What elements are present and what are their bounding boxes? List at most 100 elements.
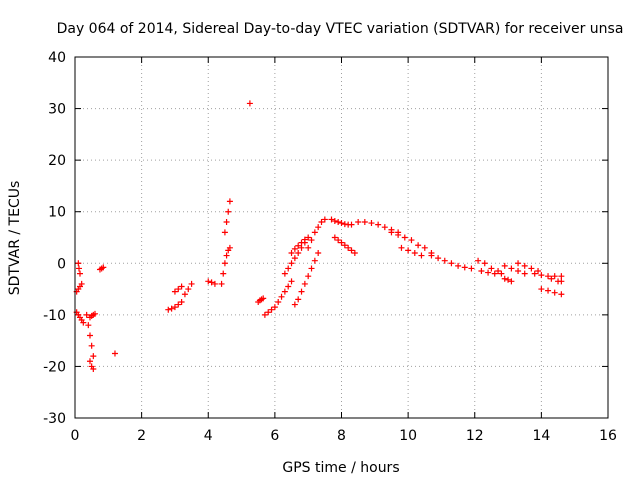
data-point — [368, 220, 375, 227]
data-point — [111, 350, 118, 357]
data-point — [505, 276, 512, 283]
series-arc-7 — [96, 264, 107, 273]
data-point — [221, 229, 228, 236]
data-point — [223, 252, 230, 259]
data-point — [501, 275, 508, 282]
series-arc-11 — [181, 280, 195, 298]
data-point — [75, 265, 82, 272]
series-arc-20 — [281, 239, 308, 277]
data-point — [521, 262, 528, 269]
data-point — [91, 310, 98, 317]
series-arc-4 — [83, 311, 97, 360]
y-tick-label: -30 — [43, 411, 66, 427]
data-point — [85, 322, 92, 329]
data-point — [491, 270, 498, 277]
series-arc-30 — [478, 268, 505, 277]
data-point — [281, 288, 288, 295]
data-point — [395, 231, 402, 238]
data-point — [355, 219, 362, 226]
data-point — [558, 291, 565, 298]
data-point — [246, 100, 253, 107]
data-point — [178, 283, 185, 290]
data-point — [278, 293, 285, 300]
data-point — [468, 265, 475, 272]
plot-frame — [74, 56, 609, 419]
data-point — [90, 353, 97, 360]
data-point — [361, 219, 368, 226]
data-point — [301, 280, 308, 287]
y-tick-label: 20 — [48, 153, 66, 169]
data-point — [485, 269, 492, 276]
data-point — [348, 247, 355, 254]
data-point — [428, 252, 435, 259]
data-point — [165, 306, 172, 313]
data-point — [411, 249, 418, 256]
data-point — [441, 257, 448, 264]
series-arc-9 — [165, 298, 185, 313]
data-point — [545, 287, 552, 294]
data-point — [435, 255, 442, 262]
data-point — [375, 221, 382, 228]
data-point — [208, 279, 215, 286]
data-point — [418, 252, 425, 259]
data-point — [335, 219, 342, 226]
series-arc-27 — [398, 244, 425, 259]
data-point — [226, 198, 233, 205]
data-point — [285, 265, 292, 272]
data-point — [551, 273, 558, 280]
data-point — [291, 301, 298, 308]
data-point — [291, 245, 298, 252]
data-point — [268, 306, 275, 313]
series-arc-32 — [501, 262, 528, 277]
series-arc-36 — [548, 275, 565, 285]
series-arc-23 — [328, 216, 355, 228]
data-point — [291, 255, 298, 262]
data-point — [226, 244, 233, 251]
x-tick-label: 8 — [337, 428, 346, 444]
data-point — [298, 288, 305, 295]
series-arc-35 — [538, 286, 565, 298]
y-tick-label: -20 — [43, 359, 66, 375]
chart-title: Day 064 of 2014, Sidereal Day-to-day VTE… — [57, 21, 624, 37]
data-point — [90, 366, 97, 373]
data-point — [305, 273, 312, 280]
data-point — [260, 295, 267, 302]
data-point — [88, 342, 95, 349]
data-point — [171, 288, 178, 295]
data-point — [288, 249, 295, 256]
data-point — [321, 216, 328, 223]
data-point — [388, 229, 395, 236]
data-point — [548, 275, 555, 282]
data-point — [285, 283, 292, 290]
data-point — [315, 249, 322, 256]
data-point — [271, 304, 278, 311]
data-point — [188, 280, 195, 287]
y-tick-label: 30 — [48, 102, 66, 118]
data-point — [181, 291, 188, 298]
series-arc-18 — [271, 278, 295, 311]
data-point — [448, 260, 455, 267]
x-tick-label: 4 — [204, 428, 213, 444]
data-point — [475, 257, 482, 264]
data-point — [515, 260, 522, 267]
data-point — [86, 332, 93, 339]
data-point — [288, 260, 295, 267]
data-point — [331, 217, 338, 224]
data-point — [281, 270, 288, 277]
data-point — [178, 298, 185, 305]
data-point — [328, 216, 335, 223]
data-point — [308, 237, 315, 244]
data-point — [211, 280, 218, 287]
series-arc-21 — [288, 234, 312, 256]
data-point — [171, 304, 178, 311]
series-arc-31 — [501, 275, 515, 285]
series-arc-29 — [475, 257, 502, 275]
y-axis-label: SDTVAR / TECUs — [7, 181, 23, 296]
series-arc-22 — [305, 216, 328, 251]
data-point — [78, 280, 85, 287]
data-point — [405, 247, 412, 254]
series-arc-24 — [331, 234, 358, 256]
data-point — [218, 280, 225, 287]
data-point — [205, 278, 212, 285]
data-point — [508, 278, 515, 285]
